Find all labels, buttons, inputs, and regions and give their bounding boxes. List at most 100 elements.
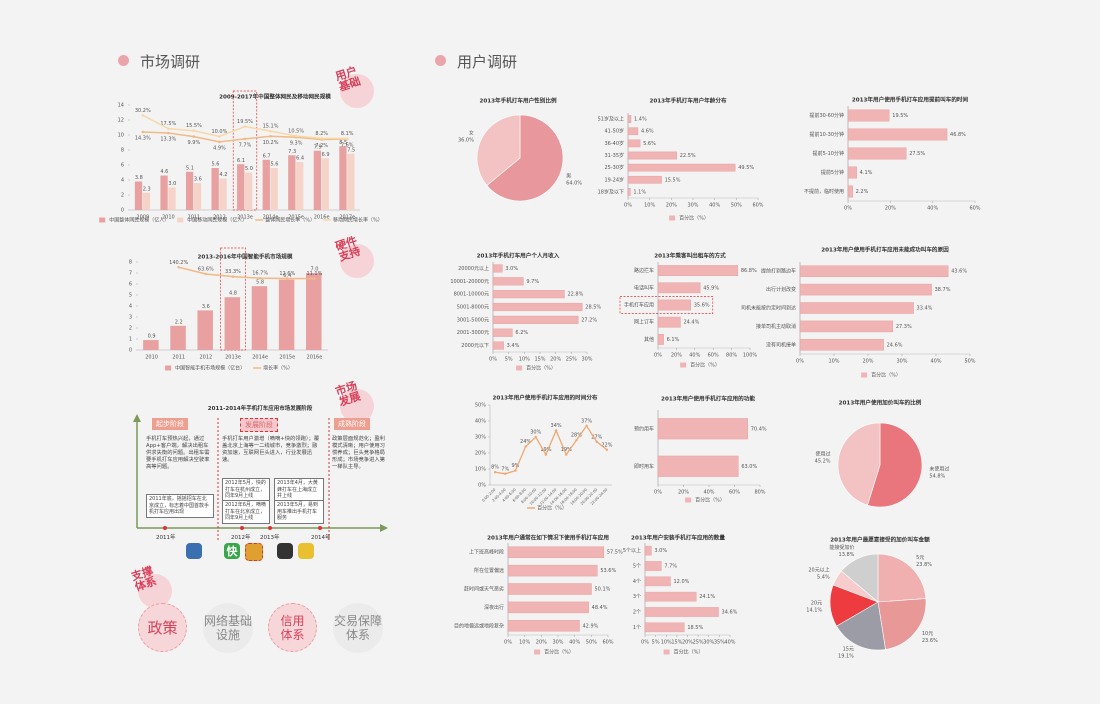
x-tick-label: 60% bbox=[602, 640, 613, 646]
bar bbox=[270, 168, 278, 210]
chart-title: 2013-2016年中国智能手机市场规模 bbox=[198, 253, 293, 261]
y-tick-label: 7 bbox=[129, 271, 132, 277]
y-tick-label: 30% bbox=[475, 435, 486, 441]
value-label: 7% bbox=[501, 466, 509, 472]
chart-title: 2009-2017年中国整体网民及移动网民规模 bbox=[219, 93, 331, 101]
category-label: 10001-20000元 bbox=[450, 279, 489, 285]
category-label: 提前30-60分钟 bbox=[809, 112, 844, 119]
value-label: 28% bbox=[571, 433, 582, 439]
legend-label: 整体网民增长率（%） bbox=[265, 217, 315, 224]
app-icon bbox=[245, 543, 263, 561]
year: 2013年 bbox=[260, 535, 280, 541]
value-label: 19.1% bbox=[838, 654, 854, 660]
value-label: 37% bbox=[581, 418, 592, 424]
value-label: 5.6% bbox=[643, 141, 656, 147]
section-title: 用户调研 bbox=[457, 53, 518, 71]
value-label: 10.5% bbox=[288, 128, 304, 134]
x-tick-label: 40% bbox=[724, 640, 735, 646]
value-label: 24.1% bbox=[699, 594, 715, 600]
event: 2012年6月，嘀嘀打车在北京成立，同年9月上线 bbox=[222, 500, 270, 524]
x-tick-label: 25% bbox=[693, 640, 704, 646]
legend-swatch bbox=[663, 649, 670, 655]
bar bbox=[492, 328, 513, 337]
category-label: 3001-5000元 bbox=[457, 317, 489, 323]
bar bbox=[644, 622, 685, 633]
y-tick-label: 4 bbox=[121, 178, 124, 184]
pillar-label: 政策 bbox=[147, 618, 178, 637]
x-tick-label: 20% bbox=[682, 640, 693, 646]
pillar: 网络基础设施 bbox=[203, 603, 253, 653]
value-label: 12.0% bbox=[674, 579, 690, 585]
chart-title: 2013年用户通常在如下情况下使用手机打车应用 bbox=[487, 534, 609, 542]
x-tick-label: 40% bbox=[927, 206, 938, 212]
bar bbox=[644, 561, 662, 571]
x-tick-label: 10% bbox=[519, 640, 530, 646]
x-tick-label: 35% bbox=[714, 640, 725, 646]
slice-label: 能接受加价 bbox=[829, 544, 854, 551]
bar bbox=[168, 187, 176, 210]
value-label: 27.2% bbox=[581, 317, 597, 323]
bar bbox=[799, 283, 932, 296]
x-tick-label: 2012 bbox=[213, 215, 226, 221]
value-label: 34.6% bbox=[722, 610, 738, 616]
value-label: 6.9 bbox=[322, 152, 330, 158]
value-label: 4.6 bbox=[160, 169, 168, 175]
bar bbox=[507, 564, 598, 577]
y-tick-label: 6 bbox=[129, 282, 132, 288]
legend-swatch bbox=[516, 365, 523, 371]
chart-title: 2013年用户使用手机打车应用未能成功叫车的原因 bbox=[821, 246, 949, 254]
bar bbox=[627, 163, 736, 172]
value-label: 33.3% bbox=[225, 269, 241, 275]
slice-label: 未使用过 bbox=[929, 466, 949, 473]
x-tick-label: 60% bbox=[752, 203, 763, 209]
chart-title: 2013年用户安装手机打车应用的数量 bbox=[631, 534, 725, 542]
value-label: 7.7% bbox=[664, 564, 677, 570]
bar bbox=[644, 545, 652, 556]
y-tick-label: 50% bbox=[475, 403, 486, 409]
x-tick-label: 100% bbox=[743, 353, 758, 359]
x-tick-label: 40% bbox=[689, 353, 700, 359]
y-tick-label: 5 bbox=[129, 293, 132, 299]
line bbox=[142, 131, 348, 143]
bar bbox=[262, 159, 270, 210]
timeline-title: 2011-2014年手机打车应用市场发展阶段 bbox=[207, 406, 313, 412]
bar bbox=[492, 290, 565, 299]
category-label: 5个 bbox=[633, 564, 641, 570]
value-label: 18.5% bbox=[687, 625, 703, 631]
value-label: 6.2% bbox=[515, 330, 528, 336]
legend: 中国智能手机市场规模（亿台） 增长率（%） bbox=[165, 365, 293, 372]
value-label: 9% bbox=[511, 463, 519, 469]
slice bbox=[840, 553, 879, 603]
category-label: 18岁及以下 bbox=[598, 188, 624, 195]
slice-label: 女 bbox=[469, 129, 474, 136]
bar bbox=[657, 265, 739, 276]
legend-swatch bbox=[680, 362, 687, 368]
category-label: 提前5-10分钟 bbox=[813, 150, 844, 157]
chart-title: 2013年用户使用加价叫车的比例 bbox=[839, 399, 922, 407]
bar bbox=[143, 340, 159, 350]
value-label: 4.1% bbox=[860, 170, 873, 176]
value-label: 10.0% bbox=[211, 129, 227, 135]
x-tick-label: 40% bbox=[709, 203, 720, 209]
value-label: 7.7% bbox=[239, 142, 252, 148]
value-label: 35.6% bbox=[694, 303, 710, 309]
x-tick-label: 50% bbox=[964, 359, 975, 365]
stage-text: 手机打车用户激增（嘀嘀+快的领跑）；覆盖北京上海等一二线城市，竞争激烈；融资加速… bbox=[222, 436, 320, 463]
value-label: 19% bbox=[561, 447, 572, 453]
slice-label: 20元以上 bbox=[808, 567, 829, 574]
legend: 百分比（%） bbox=[669, 215, 709, 222]
event: 2012年5月，快的打车在杭州成立，同年9月上线 bbox=[222, 478, 270, 502]
value-label: 63.6% bbox=[198, 267, 214, 273]
category-label: 深夜出行 bbox=[484, 604, 504, 611]
legend-label: 中国整体网民规模（亿人） bbox=[109, 217, 169, 224]
value-label: 11.1% bbox=[306, 271, 322, 277]
value-label: 3.0 bbox=[168, 181, 176, 187]
value-label: 49.5% bbox=[738, 165, 754, 171]
x-tick-label: 2015e bbox=[279, 355, 295, 361]
category-label: 没有司机接单 bbox=[766, 341, 796, 348]
value-label: 22.8% bbox=[567, 292, 583, 298]
app-icon bbox=[186, 543, 202, 559]
value-label: 53.6% bbox=[600, 568, 616, 574]
x-tick-label: 15% bbox=[671, 640, 682, 646]
x-tick-label: 0% bbox=[624, 203, 632, 209]
